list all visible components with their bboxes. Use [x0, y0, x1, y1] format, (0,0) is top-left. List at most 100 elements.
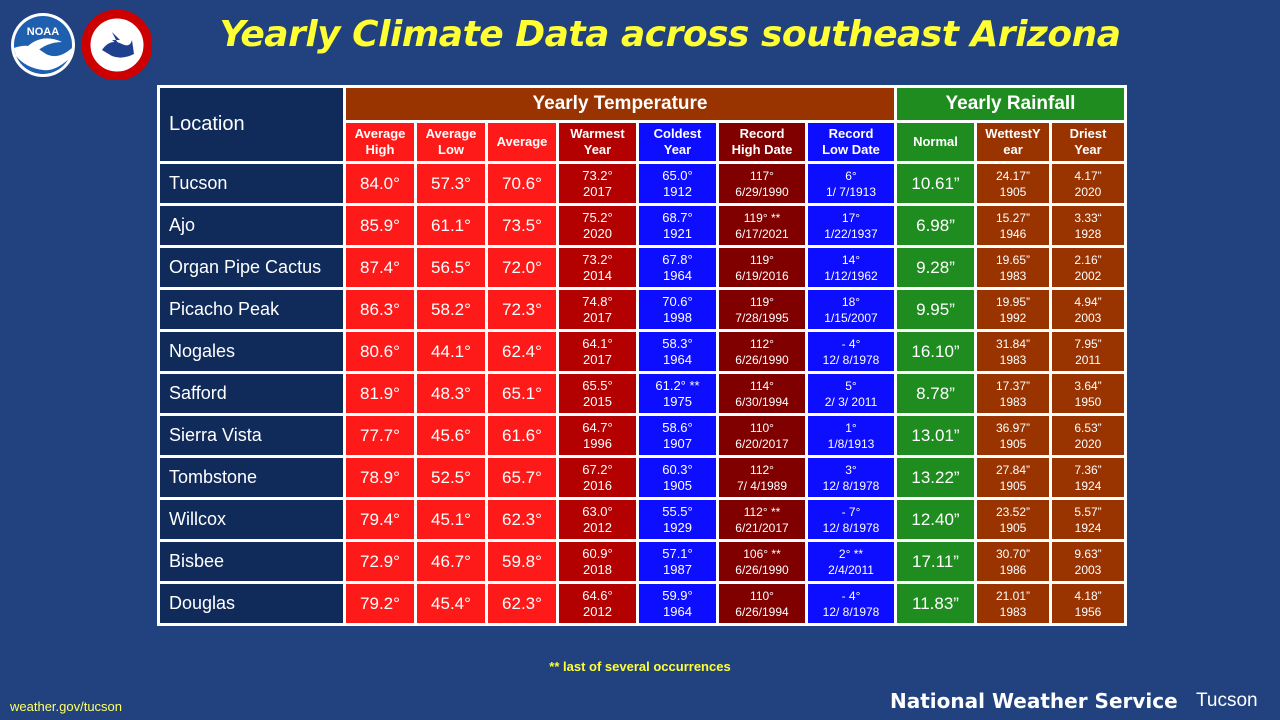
coldest-year-cell-line: 1929 — [663, 519, 692, 535]
subheader-driest-year: Driest Year — [1049, 120, 1127, 164]
normal-rain-cell: 6.98” — [894, 203, 977, 248]
subheader-avg-high: Average High — [343, 120, 417, 164]
warmest-year-cell-line: 2017 — [583, 309, 612, 325]
warmest-year-cell-line: 2016 — [583, 477, 612, 493]
warmest-year-cell: 65.5° 2015 — [556, 371, 639, 416]
record-high-cell: 119° 6/19/2016 — [716, 245, 808, 290]
location-cell: Organ Pipe Cactus — [157, 245, 346, 290]
subheader-normal: Normal — [894, 120, 977, 164]
record-low-cell-line: 5° — [845, 378, 857, 393]
avg-high-cell: 86.3° — [343, 287, 417, 332]
driest-year-cell: 5.57” 1924 — [1049, 497, 1127, 542]
table-row: Willcox 79.4° 45.1° 62.3° 63.0° 2012 55.5° 1929… — [157, 497, 1127, 542]
avg-low-cell: 46.7° — [414, 539, 488, 584]
footnote: ** last of several occurrences — [549, 659, 731, 674]
avg-high-cell: 77.7° — [343, 413, 417, 458]
subheader-label: Average — [354, 126, 406, 141]
driest-year-cell-line: 9.63” — [1074, 546, 1102, 561]
footer-url[interactable]: weather.gov/tucson — [10, 699, 123, 714]
wettest-year-cell-line: 17.37” — [995, 378, 1031, 393]
coldest-year-cell-line: 1921 — [663, 225, 692, 241]
subheader-label: Year — [1074, 142, 1102, 157]
subheader-label: Warmest — [570, 126, 625, 141]
warmest-year-cell: 63.0° 2012 — [556, 497, 639, 542]
subheader-label: High Date — [731, 142, 793, 157]
record-low-cell: 6° 1/ 7/1913 — [805, 161, 897, 206]
normal-rain-cell: 11.83” — [894, 581, 977, 626]
wettest-year-cell-line: 1983 — [999, 394, 1027, 409]
avg-low-cell: 45.4° — [414, 581, 488, 626]
table-row: Tombstone 78.9° 52.5° 65.7° 67.2° 2016 60.3° 19… — [157, 455, 1127, 500]
coldest-year-cell-line: 55.5° — [662, 503, 693, 519]
record-low-cell-line: - 7° — [841, 504, 861, 519]
warmest-year-cell-line: 60.9° — [582, 545, 613, 561]
wettest-year-cell: 19.95” 1992 — [974, 287, 1052, 332]
record-high-cell-line: 7/ 4/1989 — [736, 478, 788, 493]
driest-year-cell: 2.16” 2002 — [1049, 245, 1127, 290]
warmest-year-cell-line: 67.2° — [582, 461, 613, 477]
location-cell: Bisbee — [157, 539, 346, 584]
driest-year-cell-line: 2002 — [1074, 268, 1102, 283]
warmest-year-cell: 75.2° 2020 — [556, 203, 639, 248]
location-cell: Tombstone — [157, 455, 346, 500]
record-low-cell-line: 17° — [841, 210, 861, 225]
normal-rain-cell: 16.10” — [894, 329, 977, 374]
driest-year-cell: 7.36” 1924 — [1049, 455, 1127, 500]
wettest-year-cell-line: 30.70” — [995, 546, 1031, 561]
coldest-year-cell-line: 1975 — [663, 393, 692, 409]
normal-rain-cell: 12.40” — [894, 497, 977, 542]
driest-year-cell-line: 1956 — [1074, 604, 1102, 619]
table-row: Nogales 80.6° 44.1° 62.4° 64.1° 2017 58.3° 1964… — [157, 329, 1127, 374]
location-cell: Nogales — [157, 329, 346, 374]
average-cell: 70.6° — [485, 161, 559, 206]
subheader-label: WettestY — [985, 126, 1041, 141]
normal-rain-cell: 9.28” — [894, 245, 977, 290]
subheader-average: Average — [485, 120, 559, 164]
driest-year-cell-line: 2003 — [1074, 310, 1102, 325]
record-low-cell-line: 3° — [845, 462, 857, 477]
avg-low-cell: 57.3° — [414, 161, 488, 206]
average-cell: 62.4° — [485, 329, 559, 374]
normal-rain-cell: 13.01” — [894, 413, 977, 458]
wettest-year-cell-line: 1992 — [999, 310, 1027, 325]
driest-year-cell-line: 4.17” — [1074, 168, 1102, 183]
normal-rain-cell: 17.11” — [894, 539, 977, 584]
record-low-cell: 17° 1/22/1937 — [805, 203, 897, 248]
warmest-year-cell-line: 2014 — [583, 267, 612, 283]
subheader-label: Driest — [1069, 126, 1107, 141]
coldest-year-cell-line: 1905 — [663, 477, 692, 493]
avg-low-cell: 45.6° — [414, 413, 488, 458]
avg-low-cell: 44.1° — [414, 329, 488, 374]
footer-office: Tucson — [1196, 690, 1258, 711]
warmest-year-cell-line: 2017 — [583, 183, 612, 199]
warmest-year-cell-line: 75.2° — [582, 209, 613, 225]
driest-year-cell-line: 6.53” — [1074, 420, 1102, 435]
avg-high-cell: 84.0° — [343, 161, 417, 206]
record-low-cell: - 4° 12/ 8/1978 — [805, 329, 897, 374]
wettest-year-cell-line: 1983 — [999, 352, 1027, 367]
normal-rain-cell: 9.95” — [894, 287, 977, 332]
record-high-cell-line: 6/19/2016 — [735, 268, 789, 283]
driest-year-cell: 9.63” 2003 — [1049, 539, 1127, 584]
subheader-label: Year — [583, 142, 612, 157]
record-high-cell-line: 110° — [750, 588, 774, 603]
noaa-logo-text: NOAA — [27, 26, 59, 38]
driest-year-cell-line: 3.33“ — [1074, 210, 1102, 225]
subheader-label: High — [365, 142, 395, 157]
subheader-label: Low — [438, 142, 464, 157]
warmest-year-cell-line: 63.0° — [582, 503, 613, 519]
record-low-cell-line: 6° — [845, 168, 857, 183]
average-cell: 65.1° — [485, 371, 559, 416]
coldest-year-cell-line: 67.8° — [662, 251, 693, 267]
record-high-cell-line: 119° ** — [743, 210, 781, 225]
coldest-year-cell: 68.7° 1921 — [636, 203, 719, 248]
record-high-cell-line: 112° ** — [743, 504, 781, 519]
record-high-cell-line: 112° — [750, 336, 774, 351]
coldest-year-cell-line: 1964 — [663, 267, 692, 283]
warmest-year-cell: 64.1° 2017 — [556, 329, 639, 374]
warmest-year-cell-line: 73.2° — [582, 167, 613, 183]
subheader-coldest-year: Coldest Year — [636, 120, 719, 164]
wettest-year-cell-line: 19.95” — [995, 294, 1031, 309]
avg-high-cell: 79.2° — [343, 581, 417, 626]
coldest-year-cell-line: 1987 — [663, 561, 692, 577]
